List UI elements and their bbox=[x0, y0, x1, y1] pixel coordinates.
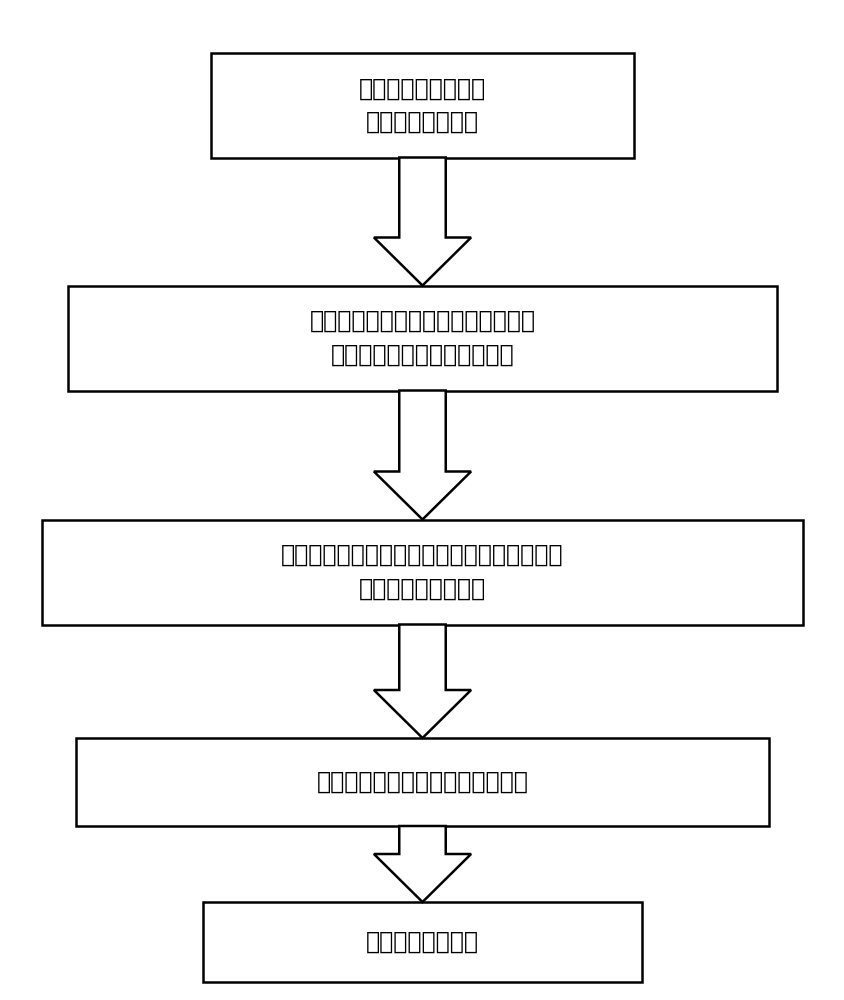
Polygon shape bbox=[374, 826, 471, 902]
Text: 装有原料的石墨坩埚置于石英管内，
抽真空，密封，获得石英安瓿: 装有原料的石墨坩埚置于石英管内， 抽真空，密封，获得石英安瓿 bbox=[309, 309, 535, 367]
FancyBboxPatch shape bbox=[203, 902, 641, 982]
Polygon shape bbox=[374, 157, 471, 286]
Text: 安瓿置于高温炉中熔融后饱和食盐水中淬火，
尔后放入高温炉退火: 安瓿置于高温炉中熔融后饱和食盐水中淬火， 尔后放入高温炉退火 bbox=[281, 543, 563, 601]
Text: 原料称量、装入石墨
坩埚，盖上坩埚盖: 原料称量、装入石墨 坩埚，盖上坩埚盖 bbox=[359, 76, 485, 134]
FancyBboxPatch shape bbox=[211, 52, 633, 157]
FancyBboxPatch shape bbox=[68, 286, 776, 390]
Text: 退火样品制粉，放电等离子体烧结: 退火样品制粉，放电等离子体烧结 bbox=[316, 770, 528, 794]
Text: 材料结构性能表征: 材料结构性能表征 bbox=[365, 930, 479, 954]
FancyBboxPatch shape bbox=[76, 738, 768, 826]
FancyBboxPatch shape bbox=[42, 520, 802, 624]
Polygon shape bbox=[374, 624, 471, 738]
Polygon shape bbox=[374, 390, 471, 520]
